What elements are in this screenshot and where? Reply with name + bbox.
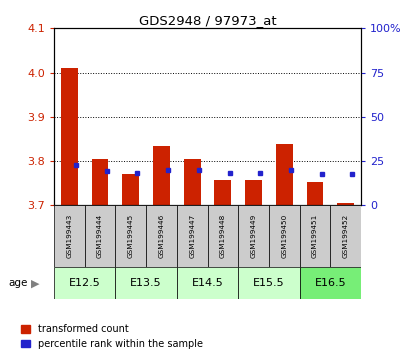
Text: E13.5: E13.5 — [130, 278, 162, 288]
Text: GSM199446: GSM199446 — [159, 214, 164, 258]
Bar — [61, 68, 78, 205]
Text: GSM199444: GSM199444 — [97, 214, 103, 258]
Bar — [276, 144, 293, 205]
Bar — [269, 205, 300, 267]
Bar — [245, 179, 262, 205]
Bar — [115, 205, 146, 267]
Bar — [177, 205, 208, 267]
Bar — [238, 205, 269, 267]
Text: GSM199452: GSM199452 — [343, 214, 349, 258]
Text: E14.5: E14.5 — [192, 278, 223, 288]
Bar — [300, 267, 361, 299]
Bar — [184, 159, 200, 205]
Bar — [153, 145, 170, 205]
Bar — [177, 267, 238, 299]
Bar — [208, 205, 238, 267]
Text: GSM199445: GSM199445 — [128, 214, 134, 258]
Bar — [54, 205, 85, 267]
Text: GSM199450: GSM199450 — [281, 214, 287, 258]
Bar — [92, 159, 108, 205]
Text: GSM199447: GSM199447 — [189, 214, 195, 258]
Text: E12.5: E12.5 — [69, 278, 100, 288]
Text: GSM199443: GSM199443 — [66, 214, 72, 258]
Bar — [85, 205, 115, 267]
Text: E15.5: E15.5 — [253, 278, 285, 288]
Bar — [300, 205, 330, 267]
Title: GDS2948 / 97973_at: GDS2948 / 97973_at — [139, 14, 276, 27]
Bar — [330, 205, 361, 267]
Bar — [54, 267, 115, 299]
Text: ▶: ▶ — [31, 278, 39, 288]
Bar — [307, 182, 323, 205]
Bar — [238, 267, 300, 299]
Bar — [122, 174, 139, 205]
Bar — [337, 203, 354, 205]
Bar — [146, 205, 177, 267]
Text: age: age — [8, 278, 28, 288]
Text: E16.5: E16.5 — [315, 278, 346, 288]
Text: GSM199448: GSM199448 — [220, 214, 226, 258]
Text: GSM199449: GSM199449 — [251, 214, 256, 258]
Text: GSM199451: GSM199451 — [312, 214, 318, 258]
Bar — [215, 179, 231, 205]
Bar — [115, 267, 177, 299]
Legend: transformed count, percentile rank within the sample: transformed count, percentile rank withi… — [22, 324, 203, 349]
